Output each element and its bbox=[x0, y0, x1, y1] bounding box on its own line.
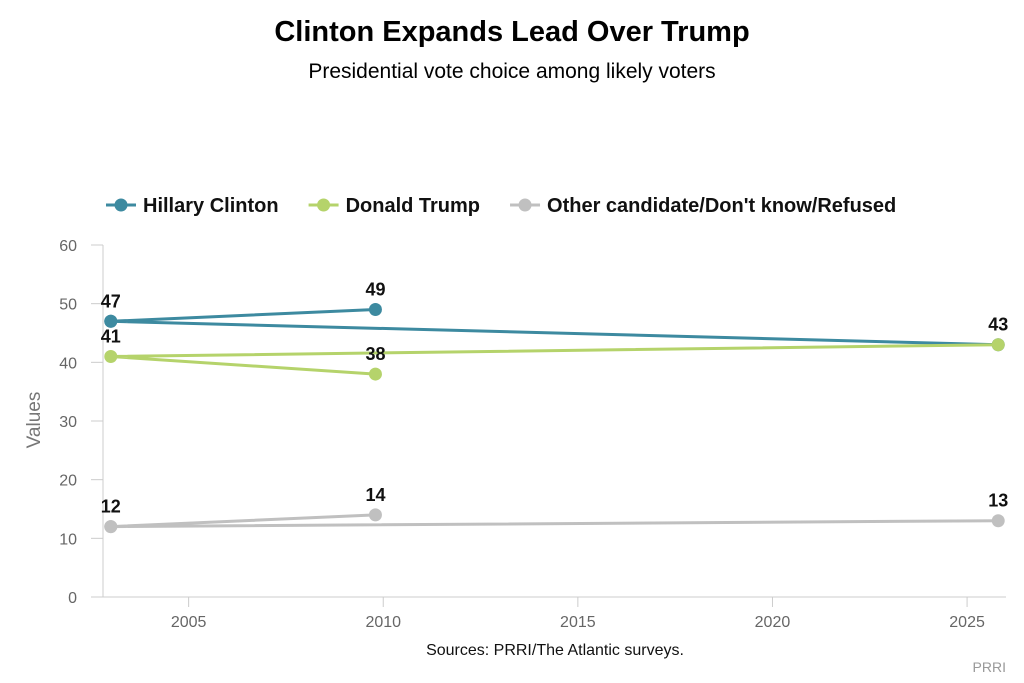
data-point bbox=[368, 367, 382, 381]
data-label: 49 bbox=[365, 280, 385, 300]
series-line bbox=[109, 513, 999, 529]
credit-text: PRRI bbox=[973, 659, 1006, 675]
legend-item: Other candidate/Don't know/Refused bbox=[510, 195, 896, 217]
data-label: 14 bbox=[365, 485, 385, 505]
series-1: 38 41 bbox=[101, 326, 1005, 381]
x-tick-label: 2015 bbox=[560, 614, 596, 631]
data-point bbox=[368, 508, 382, 522]
series-line bbox=[109, 308, 999, 347]
data-label: 13 bbox=[988, 491, 1008, 511]
data-point bbox=[368, 303, 382, 317]
source-note: Sources: PRRI/The Atlantic surveys. bbox=[426, 642, 684, 659]
axes: 0 10 20 30 40 50 60 2005 2010 2015 2020 2025 bbox=[59, 238, 1006, 631]
data-label: 41 bbox=[101, 326, 121, 346]
legend-label: Hillary Clinton bbox=[143, 195, 279, 217]
series-line bbox=[109, 343, 999, 376]
data-point bbox=[991, 338, 1005, 352]
series-0: 47 49 43 bbox=[101, 280, 1008, 352]
data-label: 47 bbox=[101, 291, 121, 311]
legend: Hillary Clinton Donald Trump Other candida… bbox=[106, 195, 896, 217]
x-tick-label: 2005 bbox=[171, 614, 207, 631]
chart-subtitle: Presidential vote choice among likely vo… bbox=[308, 60, 715, 83]
data-point bbox=[991, 514, 1005, 528]
data-label: 38 bbox=[365, 344, 385, 364]
data-point bbox=[104, 520, 118, 534]
x-tick-label: 2020 bbox=[755, 614, 791, 631]
x-tick-label: 2010 bbox=[365, 614, 401, 631]
data-label: 43 bbox=[988, 315, 1008, 335]
y-axis-title: Values bbox=[24, 392, 45, 449]
legend-swatch-marker bbox=[317, 198, 331, 212]
y-tick-label: 30 bbox=[59, 414, 77, 431]
y-tick-label: 20 bbox=[59, 473, 77, 490]
y-tick-label: 40 bbox=[59, 355, 77, 372]
y-tick-label: 0 bbox=[68, 590, 77, 607]
x-tick-label: 2025 bbox=[949, 614, 985, 631]
legend-label: Donald Trump bbox=[346, 195, 480, 217]
y-tick-label: 50 bbox=[59, 297, 77, 314]
y-tick-label: 60 bbox=[59, 238, 77, 255]
y-tick-label: 10 bbox=[59, 531, 77, 548]
data-label: 12 bbox=[101, 497, 121, 517]
legend-swatch-marker bbox=[114, 198, 128, 212]
legend-item: Hillary Clinton bbox=[106, 195, 279, 217]
series-layer: 47 49 43 38 41 12 14 13 bbox=[101, 280, 1008, 534]
series-2: 12 14 13 bbox=[101, 485, 1008, 534]
legend-item: Donald Trump bbox=[308, 195, 480, 217]
chart-title: Clinton Expands Lead Over Trump bbox=[274, 16, 749, 48]
legend-label: Other candidate/Don't know/Refused bbox=[547, 195, 896, 217]
legend-swatch-marker bbox=[518, 198, 532, 212]
data-point bbox=[104, 314, 118, 328]
data-point bbox=[104, 349, 118, 363]
